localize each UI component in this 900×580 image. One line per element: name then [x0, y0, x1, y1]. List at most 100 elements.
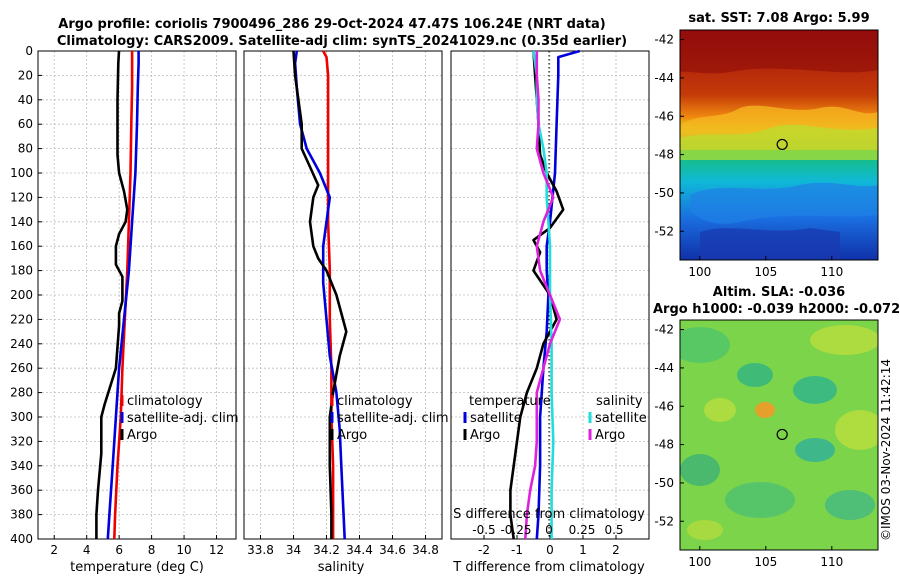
legend-title-temperature: temperature	[469, 394, 551, 409]
depth-tick-label: 160	[10, 239, 33, 253]
legend-label: Argo	[595, 428, 625, 443]
map-x-tick-label: 105	[754, 555, 777, 569]
x-tick-label: -2	[478, 543, 490, 557]
s-tick-label: -0.25	[500, 523, 531, 537]
map-y-tick-label: -48	[654, 438, 674, 452]
series-line-argo	[95, 50, 129, 539]
series-line-argo	[292, 50, 348, 539]
sst-argo-marker	[776, 138, 788, 151]
series-line-salinity-argo	[524, 51, 562, 540]
sla-map-title: Altim. SLA: -0.036	[713, 285, 845, 300]
map-y-tick-label: -50	[654, 186, 674, 200]
depth-tick-label: 240	[10, 337, 33, 351]
temperature-lines	[95, 50, 140, 540]
depth-tick-label: 60	[18, 117, 33, 131]
depth-tick-label: 400	[10, 532, 33, 546]
x-tick-label: 0	[546, 543, 554, 557]
watermark: ©IMOS 03-Nov-2024 11:42:14	[879, 359, 893, 541]
depth-tick-label: 200	[10, 288, 33, 302]
x-tick-label: 10	[176, 543, 191, 557]
depth-tick-label: 340	[10, 459, 33, 473]
salinity-x-ticks: 33.8 34 34.2 34.4 34.6 34.8	[247, 535, 439, 557]
depth-tick-label: 220	[10, 312, 33, 326]
x-tick-label: 6	[115, 543, 123, 557]
figure-title-line2: Climatology: CARS2009. Satellite-adj cli…	[57, 34, 627, 49]
legend-label: Argo	[470, 428, 500, 443]
sst-map-ticks: 100 105 110 -42 -44 -46 -48 -50 -52	[654, 33, 843, 279]
x-tick-label: 4	[83, 543, 91, 557]
map-x-tick-label: 110	[820, 555, 843, 569]
sla-argo-marker	[776, 428, 788, 441]
series-line-climatology	[322, 50, 335, 539]
map-y-tick-label: -44	[654, 361, 674, 375]
salinity-xlabel: salinity	[318, 560, 365, 575]
difference-x-ticks: -2 -1 0 1 2	[478, 535, 620, 557]
depth-tick-label: 20	[18, 68, 33, 82]
temperature-xlabel: temperature (deg C)	[70, 560, 204, 575]
sst-map-panel: sat. SST: 7.08 Argo: 5.99 100 105 110 -42 -4…	[654, 11, 879, 279]
x-tick-label: 12	[209, 543, 224, 557]
map-y-tick-label: -46	[654, 399, 674, 413]
depth-tick-label: 80	[18, 142, 33, 156]
x-tick-label: 34.2	[313, 543, 340, 557]
sla-map-subtitle: Argo h1000: -0.039 h2000: -0.072	[653, 302, 900, 317]
depth-tick-label: 100	[10, 166, 33, 180]
s-tick-label: 0.5	[604, 523, 623, 537]
legend-label: climatology	[127, 394, 203, 409]
legend-label: satellite	[470, 411, 522, 426]
sla-map-axes	[679, 319, 879, 551]
series-line-temperature-argo	[509, 50, 565, 540]
x-tick-label: 34.6	[379, 543, 406, 557]
legend-label: satellite	[595, 411, 647, 426]
depth-tick-label: 0	[25, 44, 33, 58]
temperature-legend: climatology satellite-adj. clim Argo	[120, 394, 239, 443]
depth-tick-label: 300	[10, 410, 33, 424]
map-x-tick-label: 100	[688, 265, 711, 279]
x-tick-label: 8	[148, 543, 156, 557]
legend-label: Argo	[127, 428, 157, 443]
sla-map-panel: Altim. SLA: -0.036 Argo h1000: -0.039 h2…	[653, 285, 900, 569]
sla-map-ticks: 100 105 110 -42 -44 -46 -48 -50 -52	[654, 323, 843, 569]
map-y-tick-label: -52	[654, 224, 674, 238]
temperature-panel: 0 20 40 60 80 100 120 140 160 180 200 220 240 260 280 3…	[10, 44, 239, 575]
difference-legend: temperature salinity satellite Argo satellit…	[463, 394, 647, 443]
salinity-legend: climatology satellite-adj. clim Argo	[330, 394, 449, 443]
map-y-tick-label: -48	[654, 148, 674, 162]
salinity-lines	[292, 50, 348, 540]
map-y-tick-label: -46	[654, 109, 674, 123]
legend-label: Argo	[337, 428, 367, 443]
difference-xlabel: T difference from climatology	[452, 560, 645, 575]
sla-heatmap	[680, 320, 878, 550]
sst-heatmap	[680, 30, 878, 260]
temperature-x-ticks: 2 4 6 8 10 12	[50, 535, 224, 557]
depth-tick-label: 260	[10, 361, 33, 375]
salinity-diff-ticks: -0.5 -0.25 0 0.25 0.5	[472, 523, 623, 537]
depth-tick-label: 120	[10, 190, 33, 204]
series-line-satellite-adj-clim	[106, 51, 140, 540]
depth-tick-label: 180	[10, 264, 33, 278]
series-line-temperature-satellite	[535, 49, 581, 540]
s-tick-label: -0.5	[472, 523, 495, 537]
series-line-climatology	[113, 51, 134, 540]
x-tick-label: 34.8	[412, 543, 439, 557]
map-y-tick-label: -42	[654, 323, 674, 337]
map-x-tick-label: 100	[688, 555, 711, 569]
sst-map-title: sat. SST: 7.08 Argo: 5.99	[688, 11, 869, 26]
map-y-tick-label: -44	[654, 71, 674, 85]
map-x-tick-label: 110	[820, 265, 843, 279]
x-tick-label: 34	[286, 543, 301, 557]
figure-title-line1: Argo profile: coriolis 7900496_286 29-Oc…	[58, 17, 605, 32]
map-y-tick-label: -42	[654, 33, 674, 47]
x-tick-label: 34.4	[346, 543, 373, 557]
x-tick-label: -1	[511, 543, 523, 557]
depth-tick-label: 40	[18, 93, 33, 107]
depth-tick-label: 380	[10, 508, 33, 522]
x-tick-label: 2	[50, 543, 58, 557]
depth-tick-label: 320	[10, 434, 33, 448]
legend-label: satellite-adj. clim	[337, 411, 449, 426]
map-x-tick-label: 105	[754, 265, 777, 279]
map-y-tick-label: -52	[654, 514, 674, 528]
temperature-depth-ticks: 0 20 40 60 80 100 120 140 160 180 200 220 240 260 280 3…	[10, 44, 42, 546]
sst-map-axes	[679, 29, 879, 261]
difference-lines	[509, 49, 581, 540]
